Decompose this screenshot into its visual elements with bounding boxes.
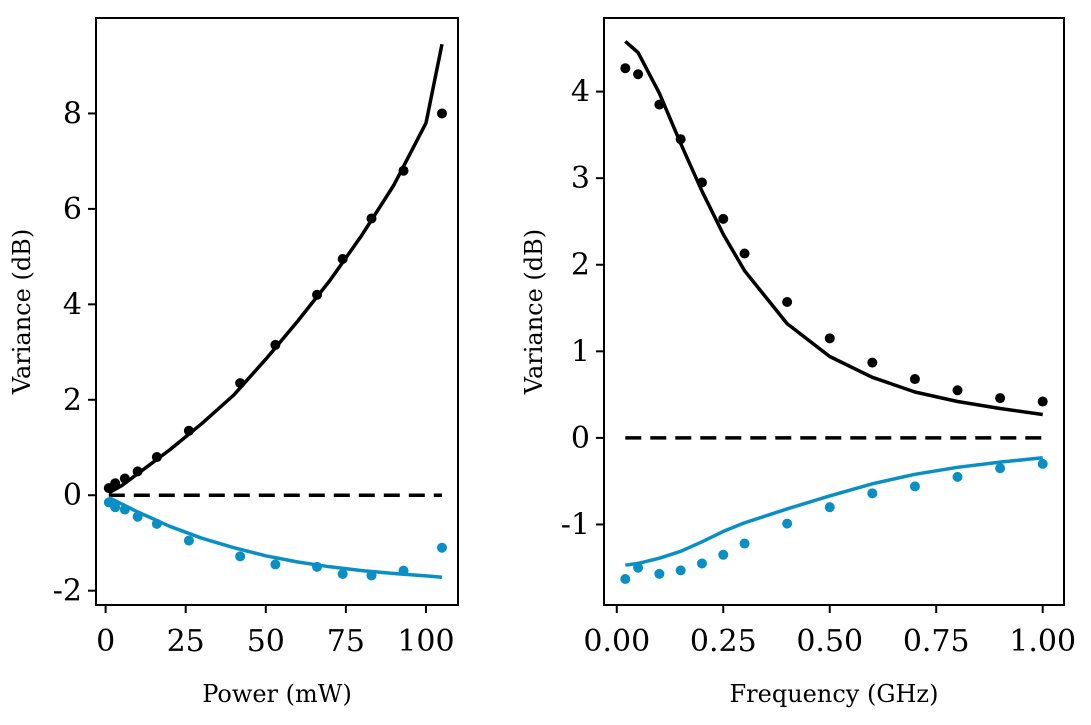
- lower-data-point: [675, 565, 686, 576]
- y-tick-label: 1: [571, 334, 590, 369]
- x-tick-label: 0.00: [583, 624, 650, 659]
- upper-data-point: [718, 213, 729, 224]
- upper-data-point: [952, 385, 963, 396]
- x-tick-label: 75: [327, 624, 365, 659]
- lower-data-point: [183, 535, 194, 546]
- upper-data-point: [1037, 396, 1048, 407]
- y-axis-label: Variance (dB): [520, 229, 548, 395]
- upper-data-point: [620, 63, 631, 74]
- upper-data-point: [867, 357, 878, 368]
- upper-data-point: [110, 478, 121, 489]
- y-tick-label: 0: [571, 421, 590, 456]
- x-axis-label: Power (mW): [202, 680, 352, 708]
- y-tick-label: 8: [63, 96, 82, 131]
- lower-data-point: [110, 502, 121, 513]
- x-tick-label: 100: [397, 624, 454, 659]
- x-tick-label: 0.25: [690, 624, 757, 659]
- lower-data-point: [620, 574, 631, 585]
- lower-data-point: [739, 538, 750, 549]
- lower-data-point: [867, 488, 878, 499]
- y-tick-label: -1: [561, 507, 590, 542]
- y-tick-label: 4: [63, 287, 82, 322]
- x-tick-label: 0.50: [796, 624, 863, 659]
- power-panel: 0 25 50 75 100 -2 0 2 4 6 8 Power (mW) Variance (dB): [8, 17, 459, 708]
- frequency-panel: 0.00 0.25 0.50 0.75 1.00 -1 0 1 2 3 4 Frequency (GH…: [520, 17, 1076, 708]
- upper-data-point: [995, 393, 1006, 404]
- upper-data-point: [782, 296, 793, 307]
- lower-data-point: [696, 558, 707, 569]
- upper-model-line: [624, 40, 1043, 417]
- plot-frame: [95, 17, 459, 606]
- upper-data-point: [909, 374, 920, 385]
- plot-frame: [603, 17, 1065, 606]
- upper-data-point: [436, 108, 447, 119]
- y-tick-label: 3: [571, 161, 590, 196]
- y-tick-label: 2: [571, 248, 590, 283]
- lower-data-point: [995, 463, 1006, 474]
- y-tick-label: 6: [63, 192, 82, 227]
- x-tick-label: 25: [167, 624, 205, 659]
- x-tick-label: 0: [96, 624, 115, 659]
- y-tick-label: 4: [571, 75, 590, 110]
- x-tick-label: 1.00: [1009, 624, 1076, 659]
- upper-model-line: [107, 43, 444, 495]
- y-tick-label: 2: [63, 383, 82, 418]
- upper-data-point: [824, 333, 835, 344]
- upper-data-point: [739, 248, 750, 259]
- y-axis-label: Variance (dB): [8, 229, 36, 395]
- x-tick-label: 50: [247, 624, 285, 659]
- x-tick-label: 0.75: [903, 624, 970, 659]
- lower-data-point: [718, 549, 729, 560]
- lower-data-point: [824, 502, 835, 513]
- x-axis-label: Frequency (GHz): [730, 680, 939, 708]
- y-tick-label: -2: [53, 574, 82, 609]
- lower-data-point: [337, 568, 348, 579]
- lower-data-point: [270, 559, 281, 570]
- lower-data-point: [909, 481, 920, 492]
- lower-data-point: [654, 568, 665, 579]
- lower-data-point: [436, 542, 447, 553]
- y-tick-label: 0: [63, 478, 82, 513]
- lower-data-point: [952, 471, 963, 482]
- lower-data-point: [782, 518, 793, 529]
- lower-data-point: [235, 551, 246, 562]
- lower-model-line: [625, 456, 1043, 567]
- lower-model-line: [108, 496, 443, 580]
- upper-data-point: [633, 69, 644, 80]
- lower-data-point: [1037, 458, 1048, 469]
